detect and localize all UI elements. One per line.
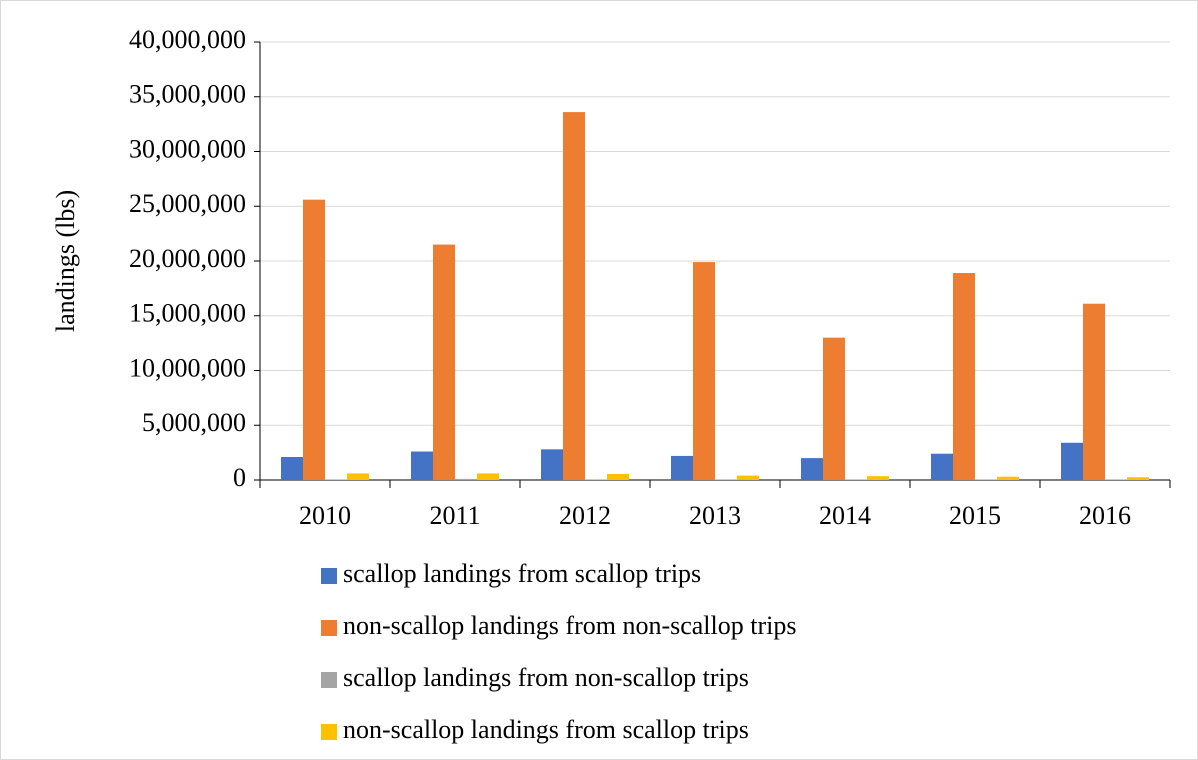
y-tick-label: 10,000,000 xyxy=(129,353,246,382)
y-axis-label: landings (lbs) xyxy=(51,190,80,332)
y-tick-label: 30,000,000 xyxy=(129,134,246,163)
y-tick-label: 5,000,000 xyxy=(142,408,246,437)
x-tick-label: 2012 xyxy=(559,501,611,530)
bar xyxy=(563,112,585,480)
x-tick-label: 2010 xyxy=(299,501,351,530)
legend-label: non-scallop landings from non-scallop tr… xyxy=(343,611,796,640)
bar xyxy=(411,451,433,480)
y-tick-label: 20,000,000 xyxy=(129,244,246,273)
bar xyxy=(953,273,975,480)
legend-swatch xyxy=(321,724,337,740)
bar xyxy=(693,262,715,480)
bar xyxy=(347,473,369,480)
bar xyxy=(845,479,867,480)
legend-label: scallop landings from non-scallop trips xyxy=(343,663,749,692)
y-tick-label: 35,000,000 xyxy=(129,80,246,109)
bar xyxy=(325,479,347,480)
bar xyxy=(585,479,607,480)
legend-label: scallop landings from scallop trips xyxy=(343,559,701,588)
x-tick-label: 2014 xyxy=(819,501,871,530)
bar xyxy=(1083,303,1105,480)
y-tick-label: 0 xyxy=(233,463,246,492)
y-tick-label: 40,000,000 xyxy=(129,25,246,54)
bar xyxy=(715,479,737,480)
bar xyxy=(303,199,325,480)
bar xyxy=(477,473,499,480)
bar xyxy=(541,449,563,480)
bar xyxy=(997,476,1019,480)
x-tick-label: 2011 xyxy=(429,501,480,530)
bar xyxy=(671,455,693,480)
x-tick-label: 2013 xyxy=(689,501,741,530)
bar xyxy=(607,473,629,480)
legend-swatch xyxy=(321,620,337,636)
legend-label: non-scallop landings from scallop trips xyxy=(343,715,749,744)
bar xyxy=(801,458,823,480)
legend-swatch xyxy=(321,568,337,584)
bar xyxy=(823,337,845,480)
bar xyxy=(1127,477,1149,480)
bar xyxy=(931,453,953,480)
bar xyxy=(1061,442,1083,480)
bar xyxy=(281,457,303,480)
bar xyxy=(975,479,997,480)
bar xyxy=(433,244,455,480)
x-tick-label: 2016 xyxy=(1079,501,1131,530)
bar xyxy=(1105,479,1127,480)
bar xyxy=(867,476,889,480)
legend-swatch xyxy=(321,672,337,688)
x-tick-label: 2015 xyxy=(949,501,1001,530)
y-tick-label: 25,000,000 xyxy=(129,189,246,218)
bar xyxy=(737,475,759,480)
y-tick-label: 15,000,000 xyxy=(129,299,246,328)
bar xyxy=(455,478,477,480)
